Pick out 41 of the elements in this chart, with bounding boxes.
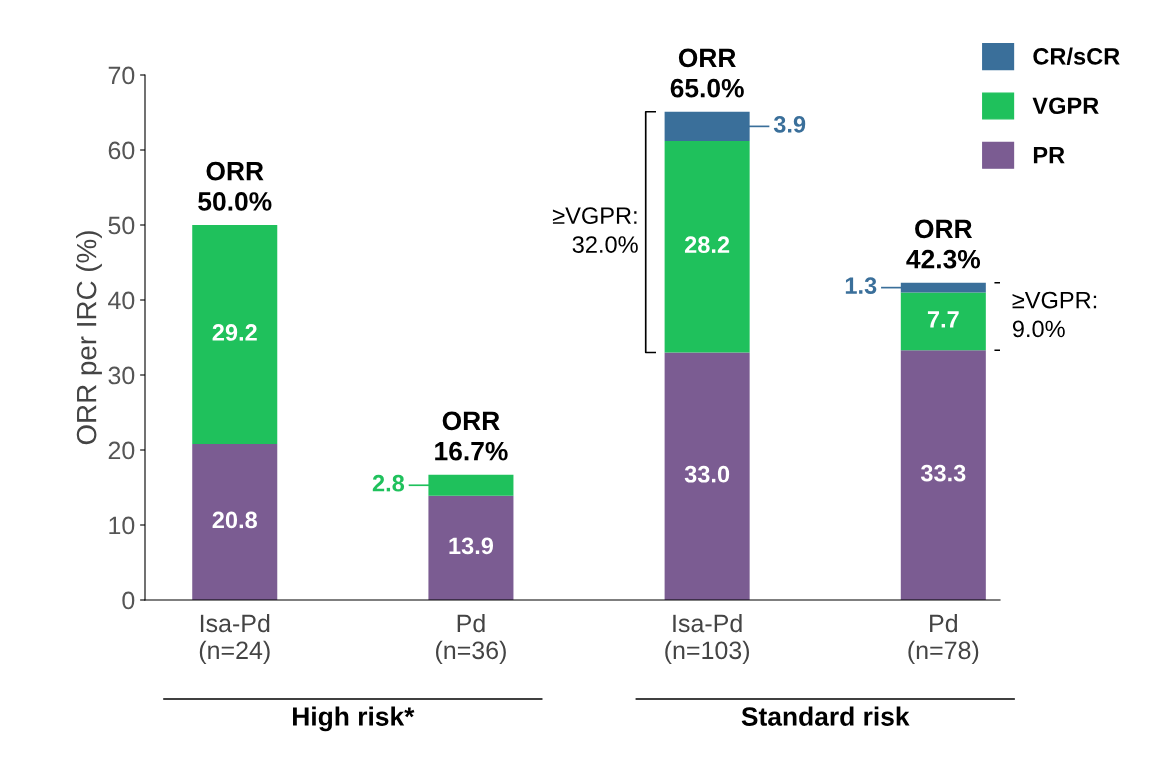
data-label: 33.3 <box>920 464 966 482</box>
data-label: 7.7 <box>927 311 959 328</box>
total-label: ORR 16.7% <box>435 411 508 461</box>
y-tick-label: 70 <box>108 66 135 85</box>
y-tick-label: 0 <box>122 591 135 610</box>
data-label: 2.8 <box>372 474 405 492</box>
y-tick-label: 20 <box>108 441 135 460</box>
bar <box>900 350 986 600</box>
data-label: 29.2 <box>212 324 257 341</box>
data-label: 13.9 <box>449 537 494 555</box>
data-label: 33.0 <box>684 465 730 483</box>
y-tick-label: 50 <box>108 216 135 235</box>
y-tick-label: 30 <box>108 366 135 385</box>
total-label: ORR 42.3% <box>906 219 981 269</box>
legend-label: CR/sCR <box>1033 47 1120 65</box>
data-label: 1.3 <box>845 277 877 294</box>
x-tick-label: Pd (n=36) <box>436 613 506 665</box>
total-label: ORR 65.0% <box>670 48 744 98</box>
x-tick-label: Pd (n=78) <box>908 613 979 665</box>
data-label: 3.9 <box>773 115 806 133</box>
bar <box>192 444 278 600</box>
annotation: ≥VGPR: 32.0% <box>552 207 638 253</box>
x-tick-label: Isa-Pd (n=103) <box>665 613 750 665</box>
total-label: ORR 50.0% <box>198 161 272 211</box>
y-tick-label: 60 <box>108 141 135 160</box>
bar <box>664 141 750 353</box>
bar <box>428 495 514 600</box>
text: High risk* <box>293 706 415 732</box>
y-axis-title: ORR per IRC (%) <box>76 231 102 445</box>
y-tick-label: 40 <box>108 291 135 310</box>
y-tick-label: 10 <box>109 516 135 535</box>
text: ≥VGPR: 9.0% <box>1012 291 1097 338</box>
text: Standard risk <box>741 706 910 726</box>
legend-label: VGPR <box>1032 97 1099 115</box>
bar <box>664 352 750 600</box>
x-tick-label: Isa-Pd (n=24) <box>199 613 270 665</box>
data-label: 28.2 <box>684 236 730 254</box>
legend-label: PR <box>1033 146 1065 164</box>
bar <box>192 225 278 444</box>
bar <box>900 292 986 351</box>
data-label: 20.8 <box>212 511 258 529</box>
